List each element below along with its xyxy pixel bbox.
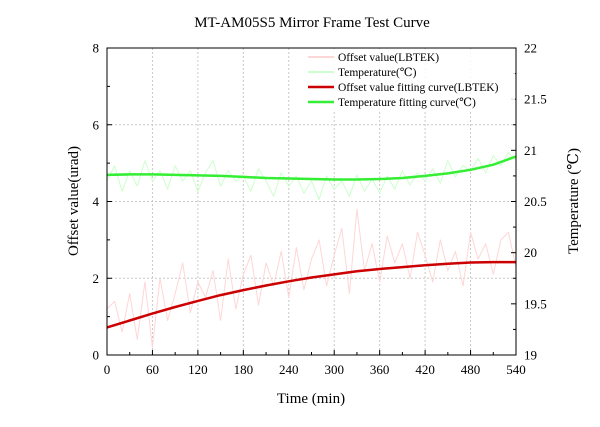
- y-axis-left: 0 2 4 6 8: [93, 41, 112, 363]
- legend-label: Temperature(℃): [338, 67, 417, 79]
- legend-label: Offset value(LBTEK): [338, 52, 439, 64]
- y2-tick-label: 19.5: [524, 296, 547, 311]
- x-tick-label: 480: [461, 362, 481, 377]
- x-tick-label: 120: [188, 362, 208, 377]
- x-axis-label: Time (min): [277, 391, 345, 407]
- x-tick-label: 360: [370, 362, 390, 377]
- x-tick-label: 180: [234, 362, 254, 377]
- series-layer: [106, 151, 517, 348]
- y2-tick-label: 21.5: [524, 92, 547, 107]
- x-tick-label: 240: [279, 362, 299, 377]
- legend-label: Temperature fitting curve(℃): [338, 97, 476, 109]
- y-tick-label: 4: [93, 194, 100, 209]
- x-tick-label: 60: [146, 362, 159, 377]
- y-tick-label: 8: [93, 41, 100, 56]
- x-tick-label: 420: [415, 362, 435, 377]
- series-line-temperature-fitting-curve: [106, 155, 517, 181]
- x-tick-label: 0: [104, 362, 111, 377]
- series-line-temperature: [106, 151, 517, 200]
- y-tick-label: 6: [93, 117, 100, 132]
- y2-tick-label: 20.5: [524, 194, 547, 209]
- legend-label: Offset value fitting curve(LBTEK): [338, 82, 499, 94]
- series-line-offset-value-fitting-curve-lbtek: [106, 260, 516, 329]
- y-axis-right: 19 19.5 20 20.5 21 21.5 22: [511, 41, 547, 363]
- y-tick-label: 0: [93, 348, 100, 363]
- y2-tick-label: 19: [524, 348, 537, 363]
- y-axis-label: Offset value(urad): [66, 146, 82, 256]
- legend-background: [305, 49, 515, 112]
- x-axis: 0 60 120 180 240 300 360 420 480 540: [104, 350, 526, 377]
- y-tick-label: 2: [93, 271, 100, 286]
- chart-title: MT-AM05S5 Mirror Frame Test Curve: [194, 15, 430, 31]
- x-tick-label: 540: [506, 362, 526, 377]
- y2-tick-label: 21: [524, 143, 537, 158]
- y2-tick-label: 20: [524, 245, 537, 260]
- x-tick-label: 300: [324, 362, 344, 377]
- series-line-offset-value-lbtek: [106, 208, 517, 348]
- y2-tick-label: 22: [524, 41, 537, 56]
- legend: Offset value(LBTEK) Temperature(℃) Offset …: [305, 49, 515, 112]
- grid: [107, 48, 516, 355]
- y2-axis-label: Temperature (℃): [566, 148, 582, 254]
